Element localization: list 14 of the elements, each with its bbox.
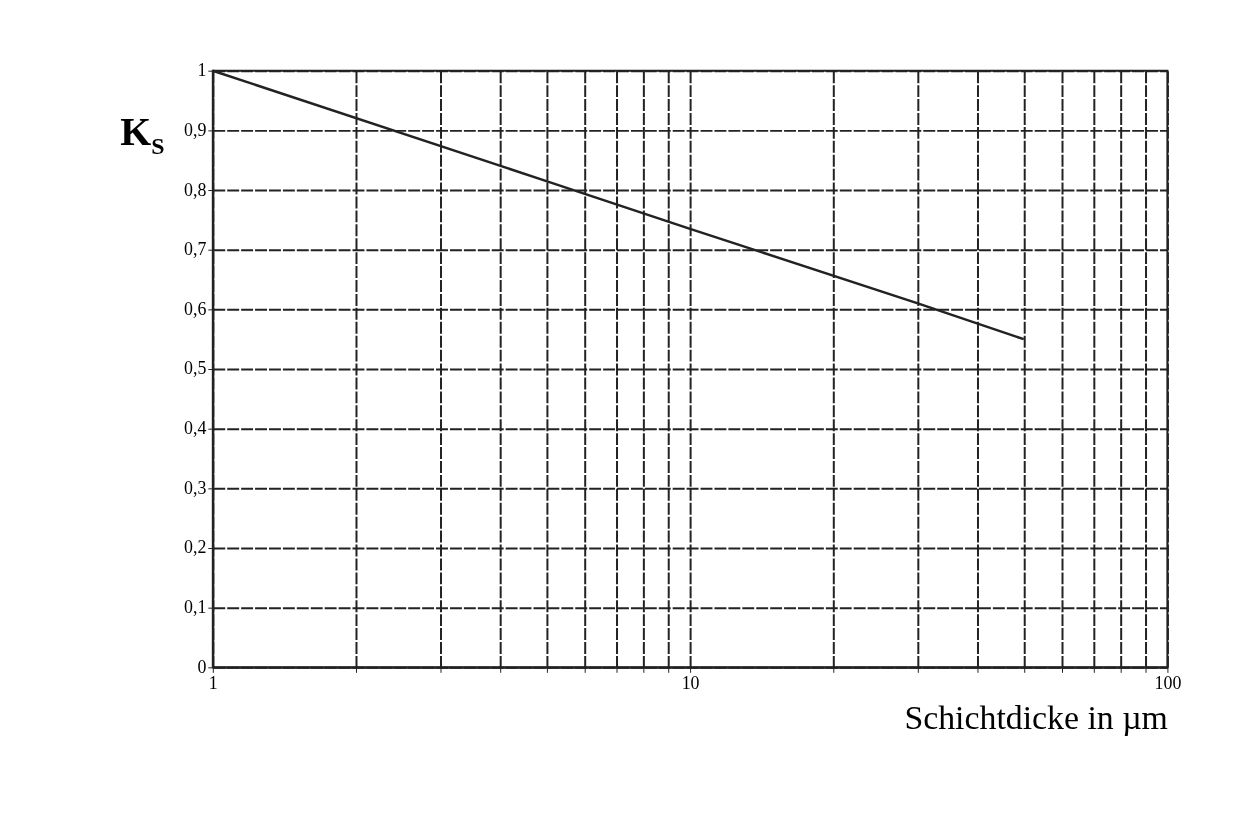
y-tick-label: 0,2 — [183, 537, 207, 558]
y-tick-label: 0,8 — [183, 179, 207, 200]
y-tick-label: 0,3 — [183, 477, 207, 498]
y-tick-label: 0,1 — [183, 597, 207, 618]
y-tick-label: 0,7 — [183, 239, 207, 260]
y-tick-label: 1 — [197, 60, 207, 81]
y-tick-label: 0 — [197, 656, 207, 677]
x-axis-title: Schichtdicke in µm — [904, 699, 1168, 737]
y-tick-label: 0,5 — [183, 358, 207, 379]
x-tick-label: 10 — [681, 672, 700, 693]
y-tick-label: 0,6 — [183, 298, 207, 319]
y-tick-label: 0,4 — [183, 418, 207, 439]
x-tick-label: 100 — [1154, 672, 1182, 693]
y-tick-label: 0,9 — [183, 119, 207, 140]
